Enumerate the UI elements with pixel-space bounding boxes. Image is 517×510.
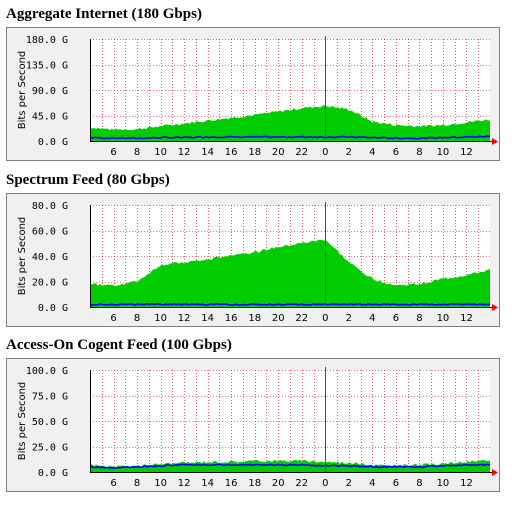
series-outbound-line bbox=[89, 135, 491, 140]
x-tick-label: 14 bbox=[201, 147, 214, 158]
series-inbound-area bbox=[90, 239, 490, 307]
y-tick-label: 135.0 G bbox=[26, 61, 68, 72]
x-tick-label: 20 bbox=[272, 478, 285, 489]
x-tick-label: 12 bbox=[460, 478, 473, 489]
x-tick-label: 12 bbox=[178, 313, 191, 324]
panel-title-cogent: Access-On Cogent Feed (100 Gbps) bbox=[6, 337, 232, 353]
y-tick-label: 100.0 G bbox=[26, 366, 68, 377]
x-tick-label: 12 bbox=[178, 147, 191, 158]
x-tick-label: 10 bbox=[154, 478, 167, 489]
y-tick-label: 20.0 G bbox=[32, 278, 68, 289]
x-tick-label: 22 bbox=[295, 478, 308, 489]
panel-title-spectrum: Spectrum Feed (80 Gbps) bbox=[6, 172, 170, 188]
x-axis-arrow bbox=[492, 138, 498, 145]
x-tick-label: 4 bbox=[369, 478, 375, 489]
x-tick-label: 6 bbox=[393, 478, 399, 489]
plot-area bbox=[90, 370, 490, 472]
x-tick-label: 6 bbox=[110, 313, 116, 324]
chart-cogent-feed: 0.0 G 25.0 G 50.0 G 75.0 G 100.0 G 6 8 10 12 14 16… bbox=[6, 358, 500, 492]
series-outbound-line bbox=[89, 302, 491, 306]
x-tick-label: 8 bbox=[134, 478, 140, 489]
x-tick-label: 14 bbox=[201, 478, 214, 489]
y-tick-label: 50.0 G bbox=[32, 417, 68, 428]
x-tick-label: 10 bbox=[154, 313, 167, 324]
y-tick-label: 25.0 G bbox=[32, 443, 68, 454]
x-tick-label: 2 bbox=[346, 147, 352, 158]
x-tick-label: 20 bbox=[272, 147, 285, 158]
x-tick-label: 6 bbox=[393, 313, 399, 324]
series-inbound-area bbox=[90, 459, 490, 472]
y-tick-label: 90.0 G bbox=[32, 86, 68, 97]
x-tick-label: 8 bbox=[416, 313, 422, 324]
y-tick-label: 75.0 G bbox=[32, 392, 68, 403]
x-tick-label: 10 bbox=[154, 147, 167, 158]
x-tick-label: 12 bbox=[460, 147, 473, 158]
series-outbound-line bbox=[89, 463, 491, 470]
x-tick-label: 2 bbox=[346, 313, 352, 324]
x-tick-label: 6 bbox=[110, 478, 116, 489]
x-tick-label: 22 bbox=[295, 147, 308, 158]
chart-aggregate-internet: 0.0 G 45.0 G 90.0 G 135.0 G 180.0 G 6 8 10 12 14 1… bbox=[6, 27, 500, 161]
x-tick-label: 14 bbox=[201, 313, 214, 324]
x-tick-label: 4 bbox=[369, 147, 375, 158]
x-tick-label: 10 bbox=[437, 313, 450, 324]
x-tick-label: 10 bbox=[437, 478, 450, 489]
x-tick-label: 16 bbox=[225, 147, 238, 158]
x-tick-label: 18 bbox=[248, 313, 261, 324]
x-tick-label: 0 bbox=[322, 313, 328, 324]
x-tick-label: 12 bbox=[460, 313, 473, 324]
x-tick-label: 6 bbox=[110, 147, 116, 158]
x-axis-arrow bbox=[492, 304, 498, 311]
y-tick-label: 180.0 G bbox=[26, 35, 68, 46]
x-tick-label: 22 bbox=[295, 313, 308, 324]
x-tick-label: 12 bbox=[178, 478, 191, 489]
x-tick-label: 10 bbox=[437, 147, 450, 158]
x-tick-label: 20 bbox=[272, 313, 285, 324]
x-tick-label: 18 bbox=[248, 478, 261, 489]
y-axis-label: Bits per Second bbox=[17, 217, 28, 296]
x-tick-label: 0 bbox=[322, 147, 328, 158]
y-tick-label: 0.0 G bbox=[38, 468, 68, 479]
series-inbound-area bbox=[90, 105, 490, 141]
x-tick-label: 8 bbox=[416, 478, 422, 489]
x-tick-label: 6 bbox=[393, 147, 399, 158]
panel-title-aggregate: Aggregate Internet (180 Gbps) bbox=[6, 6, 202, 22]
x-tick-label: 18 bbox=[248, 147, 261, 158]
x-tick-label: 8 bbox=[416, 147, 422, 158]
x-axis-arrow bbox=[492, 469, 498, 476]
y-tick-label: 0.0 G bbox=[38, 137, 68, 148]
x-tick-label: 0 bbox=[322, 478, 328, 489]
y-axis-label: Bits per Second bbox=[17, 51, 28, 130]
y-tick-label: 80.0 G bbox=[32, 201, 68, 212]
y-tick-label: 40.0 G bbox=[32, 252, 68, 263]
x-tick-label: 16 bbox=[225, 478, 238, 489]
x-tick-label: 2 bbox=[346, 478, 352, 489]
y-tick-label: 45.0 G bbox=[32, 112, 68, 123]
y-axis-label: Bits per Second bbox=[17, 382, 28, 461]
x-tick-label: 8 bbox=[134, 147, 140, 158]
y-tick-label: 60.0 G bbox=[32, 227, 68, 238]
y-tick-label: 0.0 G bbox=[38, 303, 68, 314]
x-tick-label: 4 bbox=[369, 313, 375, 324]
chart-spectrum-feed: 0.0 G 20.0 G 40.0 G 60.0 G 80.0 G 6 8 10 12 14 16 1… bbox=[6, 193, 500, 327]
x-tick-label: 16 bbox=[225, 313, 238, 324]
x-tick-label: 8 bbox=[134, 313, 140, 324]
